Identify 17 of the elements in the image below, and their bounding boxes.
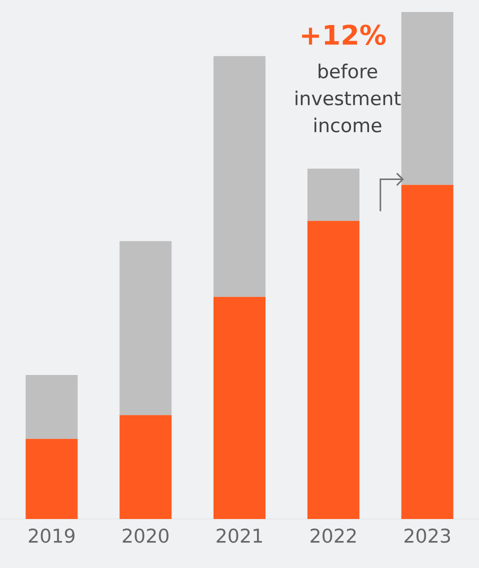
x-tick-label: 2020 — [122, 528, 168, 543]
bar — [214, 296, 266, 519]
bar — [307, 168, 360, 221]
x-tick-label: 2023 — [404, 528, 450, 543]
bar — [26, 375, 78, 439]
bar — [120, 415, 172, 519]
bar — [26, 438, 78, 519]
x-tick-label: 2022 — [310, 528, 356, 543]
annotation: +12% — [302, 24, 386, 46]
bar — [307, 220, 360, 519]
x-tick-label: 2019 — [28, 528, 74, 543]
bar — [401, 12, 454, 185]
bar — [401, 184, 454, 519]
x-tick-label: 2021 — [216, 528, 262, 543]
bar — [214, 56, 266, 297]
bar — [120, 241, 172, 416]
annotation: before investment income — [296, 64, 401, 132]
